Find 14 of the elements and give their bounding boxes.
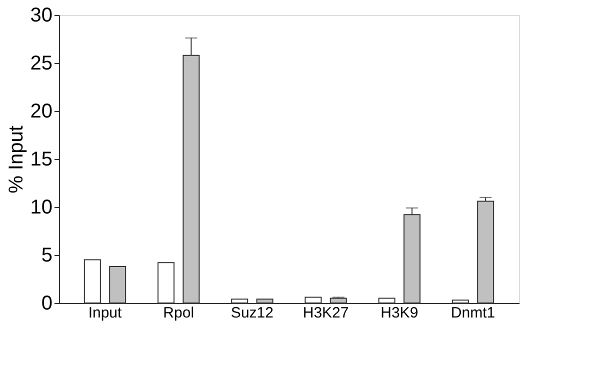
y-tick-label: 30 [30,4,52,26]
y-tick-label: 0 [41,292,52,314]
x-tick-label: H3K9 [380,304,418,322]
x-tick-label: Rpol [163,304,194,322]
x-tick-label: Input [88,304,123,322]
y-tick-label: 20 [30,100,52,122]
y-tick-label: 15 [30,148,52,170]
y-tick-label: 25 [30,52,52,74]
y-axis-title: % Input [5,125,28,194]
x-tick-label: Dnmt1 [450,304,496,322]
x-tick-label: Suz12 [230,304,274,322]
y-tick-label: 10 [30,196,52,218]
y-tick-label: 5 [41,244,52,266]
x-tick-label: H3K27 [302,304,349,322]
